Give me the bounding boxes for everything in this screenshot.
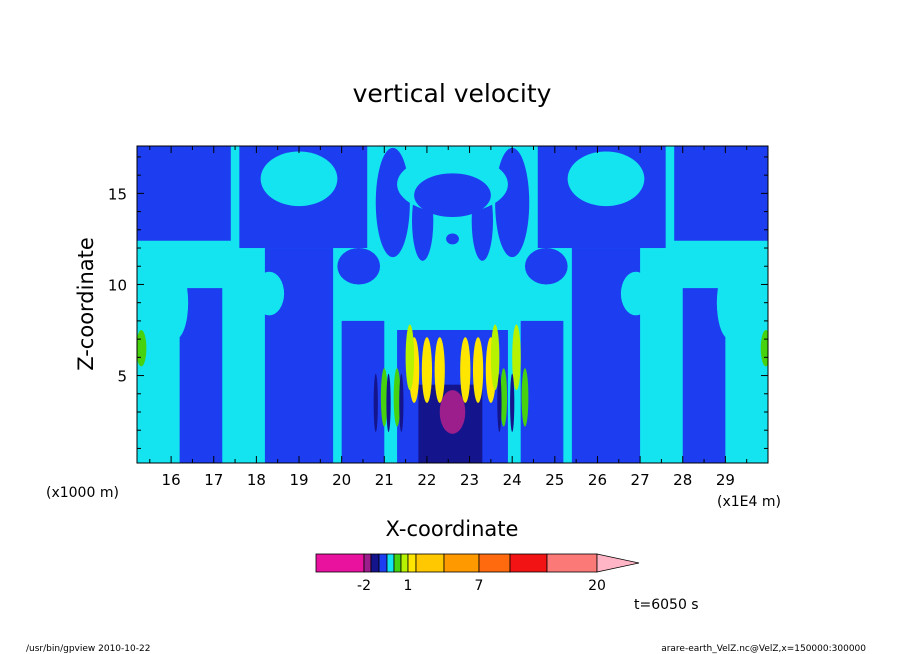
plot-area: [137, 146, 768, 463]
colorbar-swatch: [509, 553, 548, 573]
colorbar-tick-label: 7: [475, 578, 484, 594]
updraft-cell: [421, 337, 433, 403]
downdraft-cell: [497, 373, 502, 433]
contour-region: [341, 320, 385, 463]
updraft-cell: [521, 368, 529, 427]
contour-region: [137, 330, 147, 367]
x-tick-label: 26: [588, 471, 607, 489]
contour-region: [254, 271, 285, 316]
contour-field: [137, 146, 768, 463]
updraft-cell: [490, 324, 500, 391]
contour-region: [716, 266, 743, 340]
y-tick-label: 15: [108, 185, 127, 203]
colorbar-swatch: [315, 553, 365, 573]
x-tick-label: 16: [162, 471, 181, 489]
contour-region: [524, 248, 568, 285]
updraft-cell: [393, 368, 401, 427]
x-tick-label: 25: [545, 471, 564, 489]
x-tick-label: 29: [716, 471, 735, 489]
colorbar-swatch: [478, 553, 511, 573]
colorbar-tick-label: 1: [404, 578, 413, 594]
colorbar-swatch: [393, 553, 402, 573]
plot-frame: [136, 145, 769, 464]
colorbar-swatch: [386, 553, 395, 573]
x-tick-label: 22: [417, 471, 436, 489]
colorbar-swatch: [546, 553, 598, 573]
x-tick-label: 23: [460, 471, 479, 489]
contour-region: [337, 248, 381, 285]
colorbar-extend-arrow: [596, 553, 640, 573]
updraft-cell: [380, 368, 388, 427]
contour-region: [620, 271, 651, 316]
downdraft-cell: [399, 373, 404, 433]
colorbar-swatch: [363, 553, 372, 573]
footer-left: /usr/bin/gpview 2010-10-22: [26, 644, 150, 654]
x-tick-label: 27: [631, 471, 650, 489]
x-tick-label: 19: [289, 471, 308, 489]
updraft-cell: [512, 324, 521, 391]
updraft-cell: [405, 324, 415, 391]
x-axis: 16 17 18 19 20 21 22 23 24 25 26 27 28 29: [149, 146, 748, 489]
contour-region: [375, 147, 410, 258]
x-tick-label: 17: [204, 471, 223, 489]
contour-region: [137, 146, 231, 241]
colorbar-swatch: [443, 553, 480, 573]
updraft-cell: [500, 368, 508, 427]
contour-region: [760, 330, 768, 367]
x-axis-label: X-coordinate: [386, 517, 519, 541]
downdraft-cell: [373, 373, 378, 433]
contour-region: [495, 147, 530, 258]
colorbar-tick-label: 20: [588, 578, 606, 594]
contour-region: [446, 233, 459, 245]
footer-right: arare-earth_VelZ.nc@VelZ,x=150000:300000: [661, 644, 866, 654]
colorbar: -2 1 7 20: [315, 553, 640, 594]
chart-title: vertical velocity: [353, 79, 552, 108]
colorbar-swatch: [370, 553, 380, 573]
downdraft-cell: [510, 373, 515, 433]
downdraft-cell: [386, 373, 391, 433]
y-axis-label: Z-coordinate: [74, 237, 98, 371]
x-axis-unit: (x1E4 m): [717, 494, 781, 510]
updraft-cell: [434, 337, 445, 403]
contour-region: [260, 151, 338, 207]
core-region: [439, 390, 466, 434]
x-tick-label: 28: [673, 471, 692, 489]
colorbar-swatch: [378, 553, 388, 573]
x-tick-label: 20: [332, 471, 351, 489]
y-axis: 5 10 15: [108, 156, 768, 449]
colorbar-swatch: [407, 553, 417, 573]
updraft-cell: [472, 337, 484, 403]
contour-region: [674, 146, 768, 241]
x-tick-label: 24: [503, 471, 522, 489]
contour-region: [567, 151, 645, 207]
y-axis-unit: (x1000 m): [46, 485, 119, 501]
contour-region: [414, 173, 491, 218]
y-tick-label: 5: [117, 368, 127, 386]
x-tick-label: 18: [247, 471, 266, 489]
x-tick-label: 21: [375, 471, 394, 489]
colorbar-swatch: [400, 553, 409, 573]
y-tick-label: 10: [108, 276, 127, 294]
time-label: t=6050 s: [634, 597, 699, 613]
contour-region: [162, 266, 189, 340]
updraft-cell: [460, 337, 471, 403]
colorbar-tick-label: -2: [357, 578, 371, 594]
colorbar-swatch: [415, 553, 445, 573]
